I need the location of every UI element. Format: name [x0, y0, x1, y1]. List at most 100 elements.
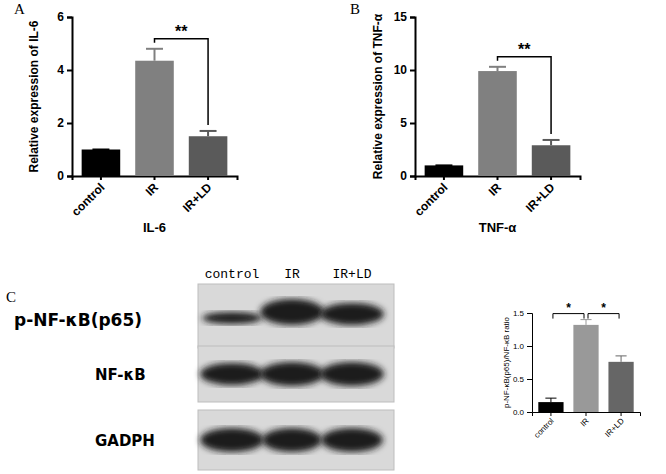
significance-label: **: [175, 23, 188, 40]
y-tick-label: 1.0: [513, 342, 525, 351]
blot-band: [202, 312, 262, 324]
bar: [478, 71, 517, 176]
error-cap: [580, 319, 591, 320]
error-cap: [616, 355, 627, 356]
y-axis-title: Relative expression of TNF-α: [371, 13, 385, 179]
x-axis-line: [533, 413, 641, 417]
x-tick: control: [69, 176, 108, 219]
significance-label: **: [518, 41, 531, 58]
panel-letter: A: [14, 1, 25, 17]
x-tick-label: IR+LD: [523, 180, 558, 215]
x-tick-label: IR: [579, 416, 591, 428]
x-tick-mark: [207, 176, 209, 180]
y-tick: 2: [57, 116, 72, 130]
plot-marks: [82, 49, 228, 176]
y-tick-mark: [527, 346, 532, 347]
x-tick-mark: [100, 176, 102, 180]
bar: [189, 136, 228, 176]
x-tick: control: [532, 412, 556, 440]
x-tick: IR: [143, 176, 162, 199]
error-cap: [489, 66, 506, 68]
x-axis: control IR IR+LD: [532, 412, 640, 440]
error-bar: [146, 49, 163, 61]
x-tick-label: IR+LD: [603, 416, 626, 439]
x-axis-title: IL-6: [143, 220, 166, 235]
plot-marks: [538, 320, 633, 412]
y-tick-label: 4: [57, 63, 64, 77]
blot-band: [260, 362, 324, 386]
y-tick-mark: [67, 123, 72, 125]
error-cap: [545, 398, 556, 399]
plot-marks: [425, 67, 571, 176]
x-tick: control: [412, 176, 451, 219]
error-cap: [200, 130, 217, 132]
y-tick-label: 0: [400, 169, 407, 183]
bar: [135, 61, 174, 176]
blot-band: [321, 428, 383, 452]
y-tick: 15: [394, 10, 415, 24]
y-tick-label: 0: [57, 169, 64, 183]
x-tick-mark: [497, 176, 499, 180]
x-tick-label: IR: [486, 180, 505, 199]
bar: [573, 325, 598, 412]
y-axis-title: p-NF-κB(p65)/NF-κB ratio: [502, 316, 511, 408]
y-tick-mark: [527, 313, 532, 314]
x-tick-mark: [621, 412, 622, 416]
panel-2: 0.00.51.01.5controlIRIR+LD**: [513, 301, 641, 440]
x-tick-label: IR+LD: [180, 180, 215, 215]
y-axis: 0 2 4 6: [57, 10, 72, 183]
blot-membrane: [198, 346, 394, 402]
blot-membrane: [198, 284, 394, 348]
error-bar: [92, 149, 109, 150]
error-line: [154, 49, 156, 61]
y-axis-line: [67, 18, 73, 177]
y-tick-mark: [410, 17, 415, 19]
x-tick-mark: [443, 176, 445, 180]
y-tick-label: 2: [57, 116, 64, 130]
x-tick-mark: [550, 412, 551, 416]
panel-letter: C: [6, 289, 16, 305]
x-axis-line: [416, 177, 581, 181]
y-tick-mark: [67, 17, 72, 19]
error-line: [621, 356, 622, 362]
lane-label: control: [205, 267, 260, 282]
y-tick-label: 0.5: [513, 375, 525, 384]
bar: [538, 402, 563, 412]
y-tick-mark: [67, 176, 72, 178]
y-tick-mark: [527, 412, 532, 413]
x-tick: IR+LD: [180, 176, 215, 215]
bar: [532, 145, 571, 176]
western-blot: [198, 284, 394, 470]
error-bar: [435, 165, 452, 166]
significance-label: *: [566, 301, 571, 315]
y-tick: 0.5: [513, 375, 532, 384]
blot-membrane: [198, 410, 394, 470]
panel-1: 051015controlIRIR+LD**: [394, 10, 581, 219]
blot-band: [260, 299, 324, 325]
x-tick-mark: [154, 176, 156, 180]
x-tick: IR: [579, 412, 591, 428]
bar: [425, 165, 464, 176]
blot-band: [320, 362, 384, 386]
error-bar: [489, 67, 506, 71]
y-tick-mark: [410, 70, 415, 72]
blot-band: [200, 428, 264, 452]
y-tick-mark: [410, 123, 415, 125]
y-axis-line: [527, 314, 533, 413]
bar: [82, 150, 121, 177]
x-axis-title: TNF-α: [479, 220, 517, 235]
y-tick: 6: [57, 10, 72, 24]
error-bar: [616, 356, 627, 362]
error-cap: [92, 149, 109, 151]
significance-bracket: [155, 39, 209, 125]
y-tick-mark: [67, 70, 72, 72]
error-bar: [580, 320, 591, 325]
y-tick-label: 6: [57, 10, 64, 24]
x-tick-label: IR: [143, 180, 162, 199]
error-cap: [146, 48, 163, 50]
x-tick-label: control: [532, 416, 556, 440]
row-label: NF-κB: [95, 366, 146, 384]
error-bar: [543, 140, 560, 145]
y-tick: 0: [57, 169, 72, 183]
row-label: p-NF-κB(p65): [14, 310, 142, 330]
